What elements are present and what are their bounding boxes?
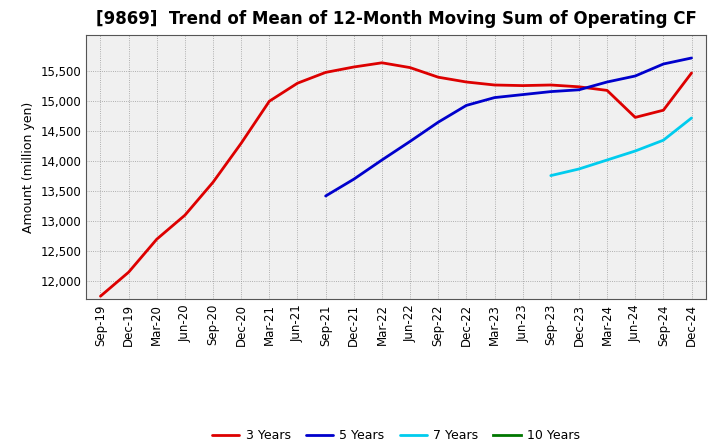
3 Years: [575, 84, 583, 89]
5 Years: [687, 55, 696, 61]
3 Years: [490, 82, 499, 88]
7 Years: [659, 138, 667, 143]
Line: 5 Years: 5 Years: [325, 58, 691, 196]
5 Years: [462, 103, 471, 108]
3 Years: [96, 293, 105, 299]
3 Years: [349, 64, 358, 70]
7 Years: [687, 115, 696, 121]
3 Years: [265, 99, 274, 104]
7 Years: [575, 166, 583, 172]
Line: 7 Years: 7 Years: [551, 118, 691, 176]
3 Years: [293, 81, 302, 86]
Legend: 3 Years, 5 Years, 7 Years, 10 Years: 3 Years, 5 Years, 7 Years, 10 Years: [207, 424, 585, 440]
3 Years: [434, 74, 443, 80]
7 Years: [631, 148, 639, 154]
5 Years: [490, 95, 499, 100]
3 Years: [181, 213, 189, 218]
Y-axis label: Amount (million yen): Amount (million yen): [22, 102, 35, 233]
3 Years: [125, 270, 133, 275]
Title: [9869]  Trend of Mean of 12-Month Moving Sum of Operating CF: [9869] Trend of Mean of 12-Month Moving …: [96, 10, 696, 28]
3 Years: [321, 70, 330, 75]
3 Years: [687, 70, 696, 76]
3 Years: [546, 82, 555, 88]
5 Years: [321, 193, 330, 198]
7 Years: [603, 158, 611, 163]
5 Years: [377, 158, 386, 163]
3 Years: [237, 140, 246, 146]
5 Years: [406, 139, 415, 144]
3 Years: [631, 115, 639, 120]
3 Years: [603, 88, 611, 93]
3 Years: [377, 60, 386, 66]
3 Years: [153, 237, 161, 242]
7 Years: [546, 173, 555, 178]
3 Years: [209, 180, 217, 185]
3 Years: [462, 79, 471, 84]
5 Years: [349, 176, 358, 182]
5 Years: [631, 73, 639, 79]
5 Years: [518, 92, 527, 97]
5 Years: [659, 61, 667, 66]
3 Years: [659, 107, 667, 113]
Line: 3 Years: 3 Years: [101, 63, 691, 296]
5 Years: [575, 87, 583, 92]
3 Years: [406, 65, 415, 70]
3 Years: [518, 83, 527, 88]
5 Years: [546, 89, 555, 94]
5 Years: [603, 79, 611, 84]
5 Years: [434, 120, 443, 125]
